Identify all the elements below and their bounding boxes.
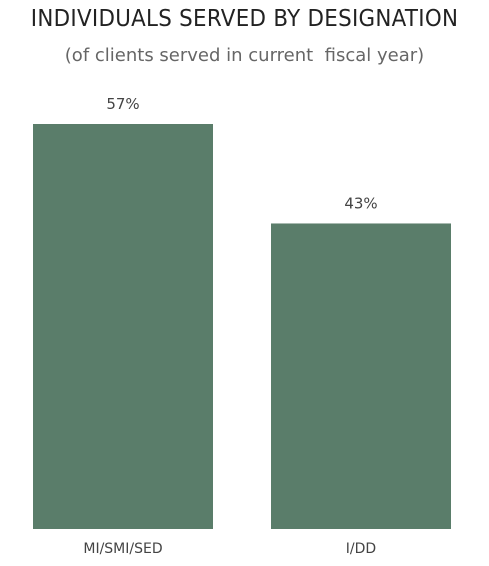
data-label: 43% <box>344 194 377 212</box>
bar-i-dd <box>271 223 451 529</box>
bar-mi-smi-sed <box>33 124 213 529</box>
category-label: MI/SMI/SED <box>83 541 162 557</box>
data-label: 57% <box>106 95 139 113</box>
chart-subtitle: (of clients served in current fiscal yea… <box>64 45 425 66</box>
category-label: I/DD <box>346 541 376 557</box>
chart-title: INDIVIDUALS SERVED BY DESIGNATION <box>30 6 459 32</box>
